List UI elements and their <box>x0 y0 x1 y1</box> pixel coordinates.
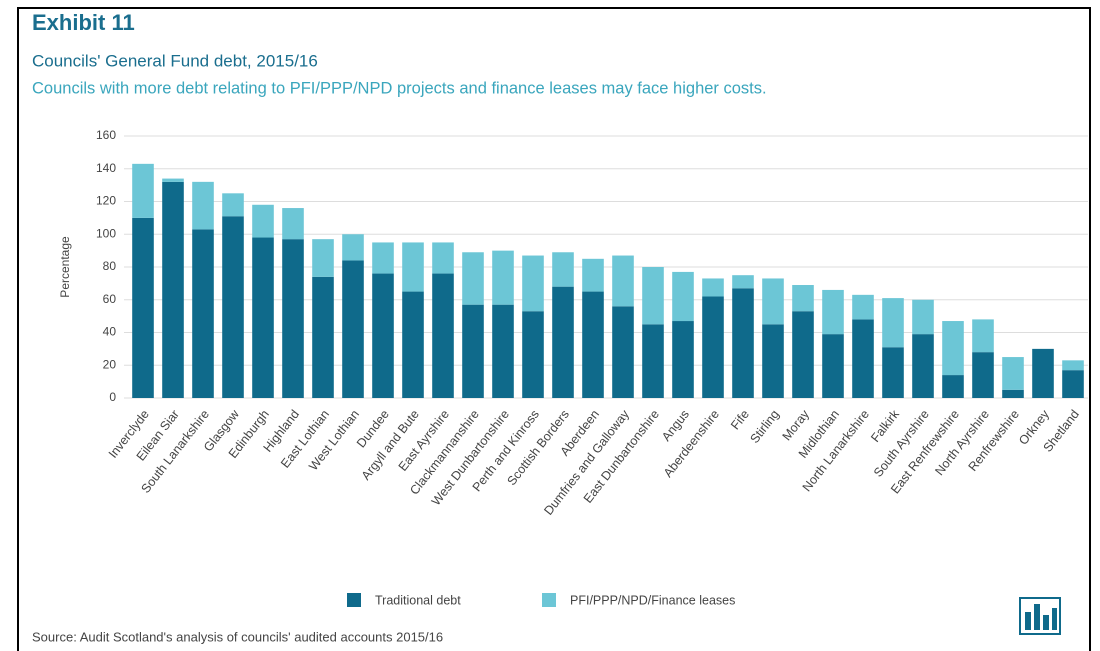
bar-segment <box>942 321 964 376</box>
bar-segment <box>792 285 814 312</box>
bar-segment <box>522 255 544 312</box>
bar-segment <box>612 255 634 307</box>
bar-segment <box>342 234 364 261</box>
bar-segment <box>942 375 964 398</box>
bar-segment <box>402 291 424 398</box>
y-tick-label: 40 <box>103 325 117 339</box>
chart-title: Exhibit 11 <box>32 10 135 35</box>
bar-segment <box>432 273 454 398</box>
bar-segment <box>252 237 274 398</box>
y-tick-label: 140 <box>96 161 116 175</box>
bar-segment <box>822 334 844 398</box>
y-tick-label: 160 <box>96 128 116 142</box>
y-tick-label: 120 <box>96 194 116 208</box>
bar-segment <box>852 294 874 320</box>
y-tick-label: 100 <box>96 226 116 240</box>
bar-segment <box>282 208 304 240</box>
bar-segment <box>702 278 724 297</box>
y-tick-label: 0 <box>109 390 116 404</box>
bar-segment <box>372 273 394 398</box>
icon-bar <box>1043 615 1049 630</box>
y-tick-label: 60 <box>103 292 117 306</box>
chart-description: Councils with more debt relating to PFI/… <box>32 79 767 97</box>
icon-bar <box>1034 604 1040 630</box>
bar-segment <box>522 311 544 398</box>
bar-segment <box>462 304 484 398</box>
y-axis-label: Percentage <box>58 236 72 298</box>
bar-segment <box>552 286 574 398</box>
bar-segment <box>402 242 424 292</box>
bar-segment <box>1062 360 1084 371</box>
icon-bar <box>1025 612 1031 630</box>
chart-subtitle: Councils' General Fund debt, 2015/16 <box>32 51 318 70</box>
bar-segment <box>1002 357 1024 390</box>
bar-segment <box>1032 348 1054 398</box>
bar-segment <box>1002 389 1024 398</box>
bar-segment <box>642 324 664 398</box>
bar-segment <box>612 306 634 398</box>
bar-segment <box>732 275 754 289</box>
bar-segment <box>582 291 604 398</box>
x-tick-label: Fife <box>728 407 752 432</box>
bar-segment <box>582 258 604 292</box>
source-note: Source: Audit Scotland's analysis of cou… <box>32 629 443 644</box>
bar-segment <box>222 216 244 398</box>
x-tick-label: Stirling <box>747 407 782 446</box>
bar-segment <box>792 311 814 398</box>
bar-segment <box>132 163 154 218</box>
bar-segment <box>192 229 214 398</box>
bar-segment <box>882 347 904 398</box>
bar-segment <box>972 319 994 353</box>
bar-segment <box>252 204 274 238</box>
bar-segment <box>852 319 874 398</box>
bar-segment <box>762 278 784 325</box>
bar-segment <box>492 304 514 398</box>
bar-segment <box>162 178 184 182</box>
bar-segment <box>912 299 934 335</box>
bar-segment <box>132 217 154 398</box>
bar-segment <box>552 252 574 287</box>
bar-segment <box>702 296 724 398</box>
icon <box>1019 597 1061 635</box>
legend-label: Traditional debt <box>375 593 461 607</box>
y-tick-label: 80 <box>103 259 117 273</box>
bar-segment <box>492 250 514 305</box>
frame <box>17 7 1091 651</box>
bar-segment <box>672 271 694 322</box>
bar-segment <box>642 267 664 325</box>
bar-segment <box>1062 370 1084 398</box>
legend-swatch <box>542 593 556 607</box>
bar-segment <box>762 324 784 398</box>
bar-segment <box>732 288 754 398</box>
icon-bar <box>1052 608 1057 630</box>
bar-segment <box>912 334 934 398</box>
bar-segment <box>432 242 454 274</box>
legend-label: PFI/PPP/NPD/Finance leases <box>570 593 735 607</box>
bar-segment <box>162 181 184 398</box>
bar-segment <box>372 242 394 274</box>
bar-segment <box>282 239 304 398</box>
bar-segment <box>882 298 904 348</box>
bar-segment <box>312 239 334 277</box>
bar-segment <box>462 252 484 305</box>
bar-segment <box>972 352 994 398</box>
bar-segment <box>822 289 844 335</box>
bar-segment <box>312 276 334 398</box>
bar-segment <box>342 260 364 398</box>
bar-segment <box>672 321 694 398</box>
legend-swatch <box>347 593 361 607</box>
y-tick-label: 20 <box>103 357 117 371</box>
bar-segment <box>192 181 214 230</box>
bar-segment <box>222 193 244 217</box>
